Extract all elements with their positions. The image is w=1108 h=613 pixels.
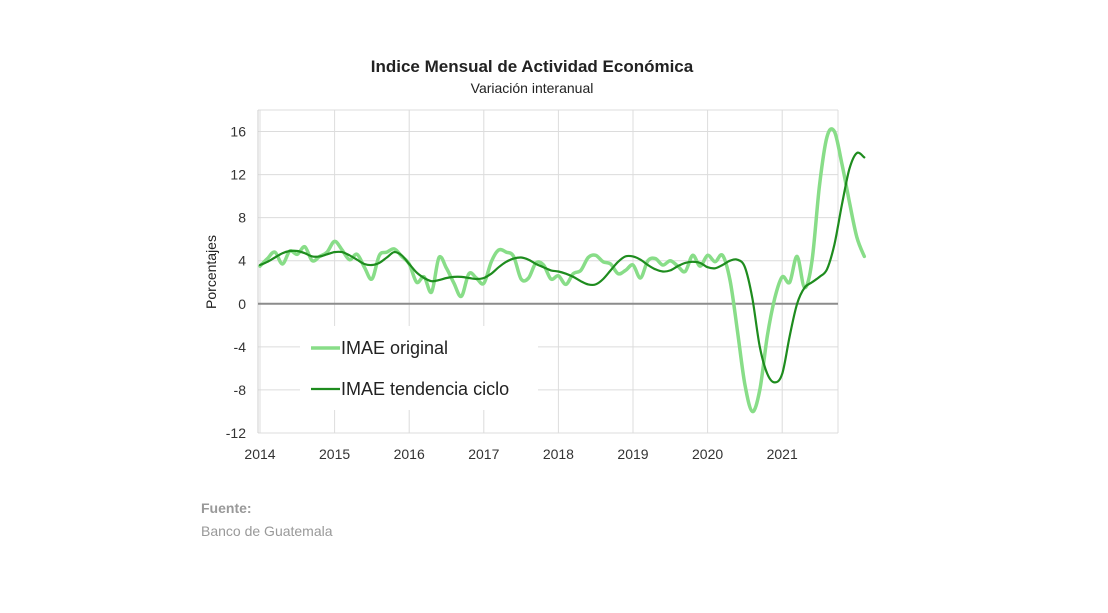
y-tick-label: 0 — [238, 296, 246, 312]
chart-title: Indice Mensual de Actividad Económica — [370, 57, 694, 76]
x-tick-label: 2018 — [543, 446, 574, 462]
chart-subtitle: Variación interanual — [470, 80, 594, 96]
x-tick-label: 2020 — [692, 446, 723, 462]
y-tick-label: -4 — [234, 339, 247, 355]
y-tick-label: 8 — [238, 210, 246, 226]
series-line-imae-tendencia — [258, 151, 866, 384]
x-tick-label: 2015 — [319, 446, 350, 462]
x-axis-ticks: 2014 2015 2016 2017 2018 2019 2020 2021 — [244, 446, 798, 462]
y-tick-label: 16 — [230, 124, 246, 140]
y-tick-label: -8 — [234, 382, 247, 398]
x-tick-label: 2021 — [767, 446, 798, 462]
x-tick-label: 2016 — [394, 446, 425, 462]
y-axis-label: Porcentajes — [203, 235, 219, 309]
source-label: Fuente: — [201, 500, 252, 516]
legend: IMAE original IMAE tendencia ciclo — [300, 326, 538, 410]
x-tick-label: 2014 — [244, 446, 275, 462]
legend-background — [300, 326, 538, 410]
y-tick-label: 4 — [238, 253, 246, 269]
legend-label: IMAE tendencia ciclo — [341, 379, 509, 399]
x-tick-label: 2019 — [617, 446, 648, 462]
series-lines — [258, 127, 867, 414]
series-line-imae-original — [258, 127, 867, 414]
y-tick-label: -12 — [226, 425, 246, 441]
grid-lines — [257, 109, 839, 434]
y-tick-label: 12 — [230, 167, 246, 183]
x-tick-label: 2017 — [468, 446, 499, 462]
source-text: Banco de Guatemala — [201, 523, 333, 539]
y-axis-ticks: 16 12 8 4 0 -4 -8 -12 — [226, 124, 246, 441]
legend-label: IMAE original — [341, 338, 448, 358]
